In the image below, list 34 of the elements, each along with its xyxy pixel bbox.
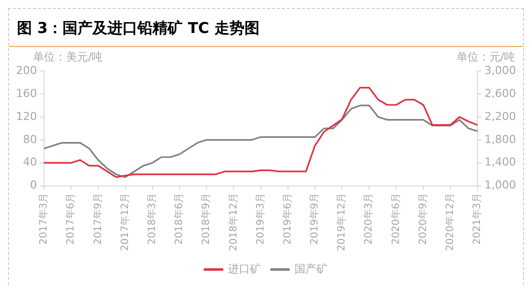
y2-tick-label: 1,000 (484, 178, 516, 192)
legend-label: 进口矿 (228, 262, 261, 276)
y2-tick-label: 2,600 (484, 86, 516, 100)
y2-tick-label: 1,800 (484, 132, 516, 146)
y-tick-label: 120 (16, 110, 37, 123)
x-tick-label: 2020年12月 (444, 192, 456, 252)
y2-tick-label: 1,400 (484, 156, 516, 169)
x-tick-label: 2018年3月 (146, 192, 158, 245)
x-tick-label: 2018年12月 (227, 192, 240, 252)
x-tick-label: 2020年6月 (390, 192, 402, 245)
y2-tick-label: 2,200 (484, 110, 516, 123)
y-tick-label: 0 (30, 178, 37, 192)
x-tick-label: 2018年6月 (173, 192, 186, 245)
x-tick-label: 2019年12月 (336, 192, 348, 252)
x-tick-label: 2020年9月 (416, 192, 429, 245)
y-axis-title: 单位：美元/吨 (33, 50, 103, 64)
chart-title: 图 3：国产及进口铅精矿 TC 走势图 (9, 9, 523, 47)
x-tick-label: 2017年3月 (38, 192, 50, 245)
y2-axis-title: 单位：元/吨 (456, 50, 515, 64)
x-tick-label: 2018年9月 (200, 192, 212, 245)
x-tick-label: 2017年12月 (118, 192, 131, 252)
y-tick-label: 80 (22, 132, 37, 146)
x-tick-label: 2017年6月 (64, 192, 77, 245)
x-tick-label: 2019年3月 (254, 192, 266, 245)
x-tick-label: 2020年3月 (362, 192, 375, 245)
x-tick-label: 2021年3月 (471, 192, 484, 245)
legend-label: 国产矿 (294, 262, 328, 276)
x-tick-label: 2017年9月 (92, 192, 104, 245)
x-tick-label: 2019年9月 (308, 192, 321, 245)
y2-tick-label: 3,000 (484, 64, 516, 77)
y-tick-label: 200 (16, 64, 37, 77)
y-tick-label: 40 (22, 156, 37, 169)
y-tick-label: 160 (16, 86, 37, 100)
x-tick-label: 2019年6月 (281, 192, 294, 245)
